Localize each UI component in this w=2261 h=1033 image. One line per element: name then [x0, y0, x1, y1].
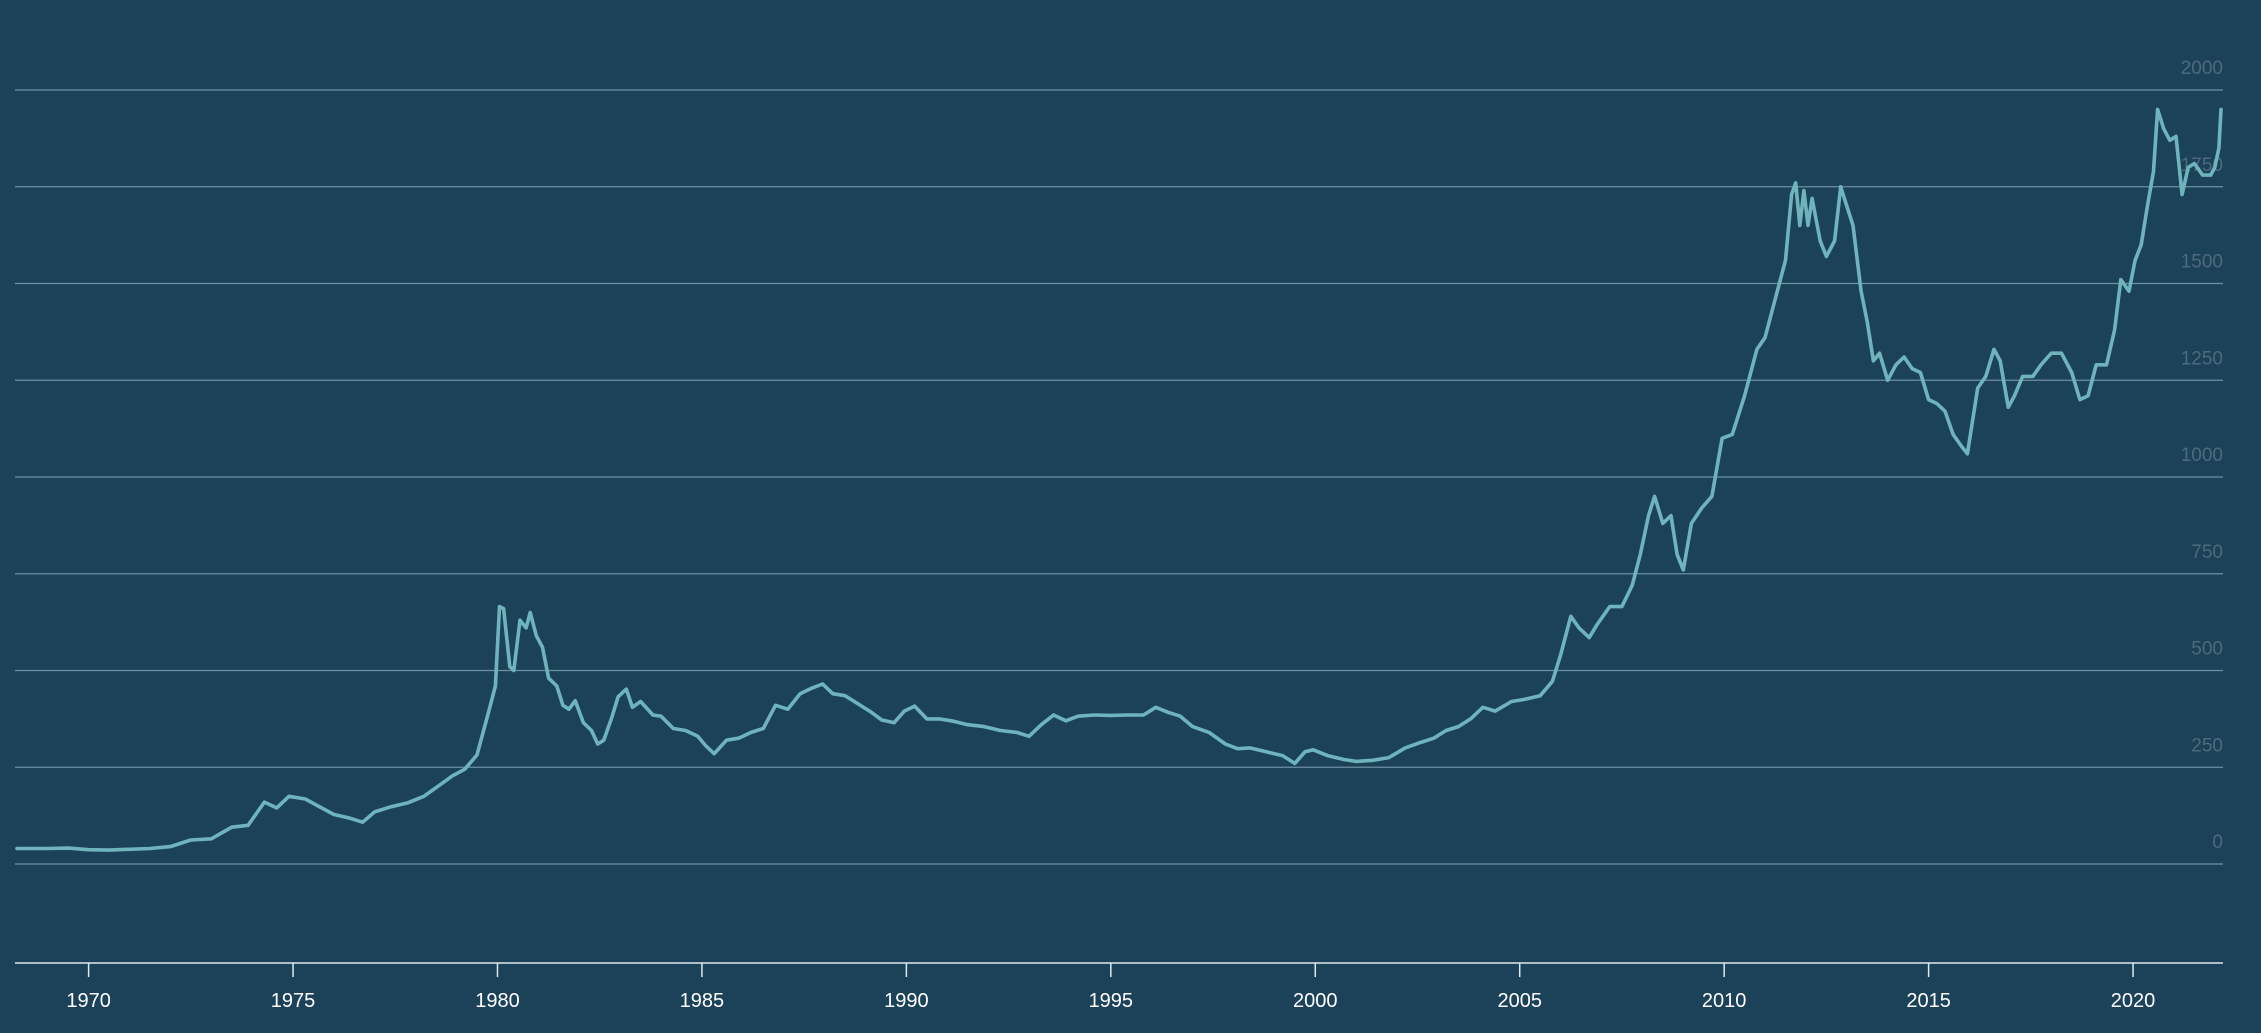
x-tick-label: 2000 — [1293, 990, 1338, 1012]
y-tick-label: 500 — [2191, 639, 2223, 660]
y-tick-label: 0 — [2212, 832, 2223, 853]
y-tick-label: 250 — [2191, 735, 2223, 756]
y-tick-label: 750 — [2191, 542, 2223, 563]
y-tick-label: 1500 — [2181, 252, 2223, 273]
x-tick-label: 1985 — [680, 990, 725, 1012]
x-axis: 1970 1975 1980 1985 1990 1995 2000 2005 2010 2015… — [15, 962, 2223, 1012]
x-tick-label: 2005 — [1497, 990, 1542, 1012]
x-tick-label: 2010 — [1702, 990, 1747, 1012]
x-tick-label: 1980 — [475, 990, 520, 1012]
x-tick-label: 2015 — [1906, 990, 1951, 1012]
y-tick-label: 2000 — [2181, 58, 2223, 79]
x-tick-label: 1990 — [884, 990, 929, 1012]
x-tick-label: 2020 — [2111, 990, 2156, 1012]
y-tick-label: 1250 — [2181, 348, 2223, 369]
series-layer — [15, 107, 2223, 852]
price-series-line — [15, 107, 2223, 852]
x-tick-label: 1970 — [66, 990, 111, 1012]
gridlines — [15, 89, 2223, 865]
y-tick-label: 1000 — [2181, 445, 2223, 466]
x-tick-label: 1995 — [1089, 990, 1134, 1012]
x-tick-label: 1975 — [271, 990, 316, 1012]
